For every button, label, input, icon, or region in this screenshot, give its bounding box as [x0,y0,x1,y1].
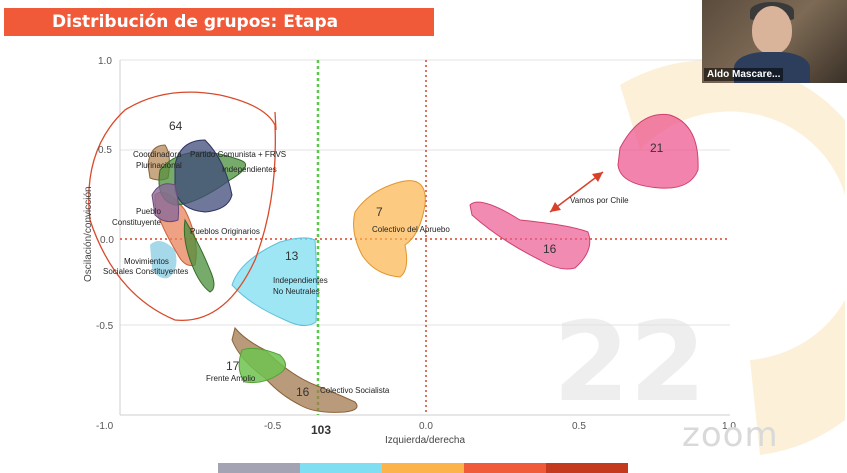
slide-title: Distribución de grupos: Etapa sustantiva [4,8,434,60]
group-independientes-tail-shape [183,218,215,293]
legend-swatch [218,463,300,473]
legend-swatch [464,463,546,473]
x-tick-label: -1.0 [96,421,114,432]
label-vamos-por-chile: Vamos por Chile [570,196,629,205]
participant-video[interactable]: Aldo Mascare... [702,0,847,83]
outline-tick [274,111,277,131]
number-16-pink: 16 [543,242,557,256]
movement-arrow [549,171,604,213]
group-pc-frvs-shape [174,139,233,213]
group-numbers: 64 13 7 16 21 17 16 [169,119,664,399]
watermark-arc-bottom [750,300,845,455]
arrow-head-start [550,202,561,212]
label-colectivo-socialista: Colectivo Socialista [320,386,390,395]
label-pueblo-line1: Pueblo [136,207,161,216]
number-16-brown: 16 [296,385,310,399]
number-7: 7 [376,205,383,219]
label-colectivo-apruebo: Colectivo del Apruebo [372,225,450,234]
arrow-line [549,171,604,213]
label-pueblos-originarios: Pueblos Originarios [190,227,260,236]
legend-swatch [546,463,628,473]
legend-swatch [300,463,382,473]
group-16-pink-shape [469,201,591,270]
label-indep-no-neutrales-line1: Independientes [273,276,328,285]
group-pueblo-constituyente-shape [151,183,180,223]
group-labels: Coordinadora Plurinacional Partido Comun… [103,150,629,395]
group-13-shape [231,237,318,326]
x-tick-label: -0.5 [264,421,282,432]
label-coordinadora-line1: Coordinadora [133,150,182,159]
label-movimientos-line2: Sociales Constituyentes [103,267,188,276]
group-21-shape [617,113,699,189]
label-indep-no-neutrales-line2: No Neutrales [273,287,320,296]
label-pc-frvs: Partido Comunista + FRVS [190,150,286,159]
y-tick-label: -0.5 [96,321,114,332]
label-coordinadora-line2: Plurinacional [136,161,182,170]
participant-face [752,6,792,54]
number-13: 13 [285,249,299,263]
group-17-shape [238,347,286,383]
participant-name-label: Aldo Mascare... [704,68,784,81]
label-pueblo-line2: Constituyente [112,218,161,227]
y-axis-title: Oscilación/convicción [83,186,94,282]
axis-ticks: 1.0 0.5 0.0 -0.5 -1.0 -0.5 0.0 0.5 1.0 1… [96,56,736,437]
color-legend-bar [218,463,628,473]
arrow-head-end [592,172,603,182]
group-movimientos-shape [150,241,177,279]
zoom-watermark-logo: zoom [682,415,779,455]
label-movimientos-line1: Movimientos [124,257,169,266]
watermark-arc-top [620,59,845,196]
group-64-outline [88,91,276,321]
number-21: 21 [650,141,664,155]
number-64: 64 [169,119,183,133]
label-independientes: Independientes [222,165,277,174]
x-axis-title: Izquierda/derecha [385,435,465,446]
group-shapes [88,91,699,413]
x-tick-label: 0.5 [572,421,586,432]
group-7-shape [353,180,426,278]
number-17: 17 [226,359,240,373]
y-tick-label: 0.0 [100,235,114,246]
y-tick-label: 0.5 [98,145,112,156]
y-tick-label: 1.0 [98,56,112,67]
x-tick-label: 1.0 [722,421,736,432]
x-tick-label: 0.0 [419,421,433,432]
label-frente-amplio: Frente Amplio [206,374,256,383]
extra-value-label: 103 [311,423,331,437]
watermark-layer: 22 [553,59,845,455]
watermark-badge: 22 [553,298,706,426]
legend-swatch [382,463,464,473]
